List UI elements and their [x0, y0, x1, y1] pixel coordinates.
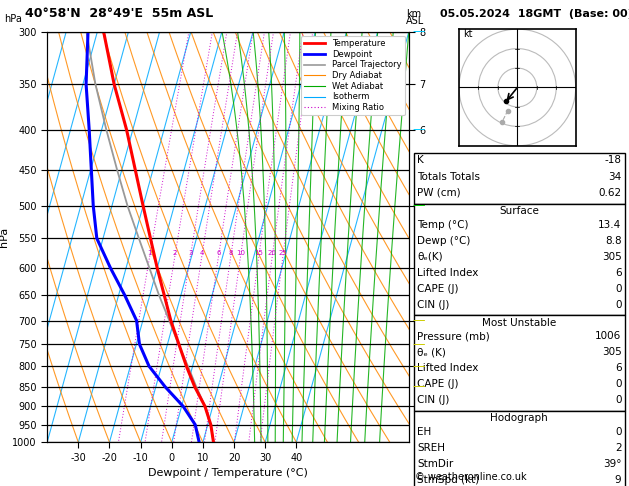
Text: 8.8: 8.8 [605, 236, 621, 246]
Text: 8: 8 [228, 250, 233, 257]
Text: Lifted Index: Lifted Index [417, 363, 479, 373]
Text: © weatheronline.co.uk: © weatheronline.co.uk [415, 472, 526, 482]
Text: 25: 25 [279, 250, 287, 257]
Text: StmSpd (kt): StmSpd (kt) [417, 475, 479, 485]
Text: —: — [412, 123, 425, 136]
Text: 1006: 1006 [595, 331, 621, 341]
Text: 15: 15 [254, 250, 264, 257]
Text: 34: 34 [608, 172, 621, 182]
Legend: Temperature, Dewpoint, Parcel Trajectory, Dry Adiabat, Wet Adiabat, Isotherm, Mi: Temperature, Dewpoint, Parcel Trajectory… [301, 36, 404, 115]
Text: ASL: ASL [406, 17, 424, 26]
Text: 13.4: 13.4 [598, 220, 621, 230]
Y-axis label: hPa: hPa [0, 227, 9, 247]
Text: Pressure (mb): Pressure (mb) [417, 331, 490, 341]
Text: 305: 305 [602, 347, 621, 357]
Text: θₑ(K): θₑ(K) [417, 252, 443, 262]
Text: kt: kt [463, 29, 472, 39]
Text: Hodograph: Hodograph [491, 413, 548, 423]
Text: 6: 6 [615, 363, 621, 373]
Y-axis label: Mixing Ratio (g/kg): Mixing Ratio (g/kg) [426, 191, 437, 283]
Text: 0: 0 [615, 379, 621, 389]
Text: —: — [412, 338, 425, 350]
Text: 20: 20 [268, 250, 277, 257]
Text: Temp (°C): Temp (°C) [417, 220, 469, 230]
Text: 0: 0 [615, 395, 621, 405]
Text: —: — [412, 314, 425, 327]
Text: CIN (J): CIN (J) [417, 395, 449, 405]
Text: 0: 0 [615, 427, 621, 436]
Text: 1: 1 [147, 250, 152, 257]
Text: θₑ (K): θₑ (K) [417, 347, 446, 357]
Text: 0.62: 0.62 [598, 188, 621, 198]
Text: 3: 3 [188, 250, 192, 257]
Text: Most Unstable: Most Unstable [482, 317, 557, 328]
Text: Totals Totals: Totals Totals [417, 172, 480, 182]
Text: 2: 2 [615, 443, 621, 452]
Text: PW (cm): PW (cm) [417, 188, 460, 198]
Text: 0: 0 [615, 284, 621, 294]
Text: —: — [412, 360, 425, 373]
Text: 10: 10 [236, 250, 245, 257]
Text: 0: 0 [615, 300, 621, 310]
Text: —: — [412, 199, 425, 212]
Text: 6: 6 [216, 250, 221, 257]
Text: CIN (J): CIN (J) [417, 300, 449, 310]
Text: hPa: hPa [4, 14, 22, 24]
Text: K: K [417, 156, 424, 166]
Text: EH: EH [417, 427, 431, 436]
Text: km: km [406, 9, 421, 19]
Text: Dewp (°C): Dewp (°C) [417, 236, 470, 246]
X-axis label: Dewpoint / Temperature (°C): Dewpoint / Temperature (°C) [148, 468, 308, 478]
Text: CAPE (J): CAPE (J) [417, 284, 459, 294]
Text: 4: 4 [199, 250, 204, 257]
Text: StmDir: StmDir [417, 459, 454, 469]
Text: Lifted Index: Lifted Index [417, 268, 479, 278]
Text: CAPE (J): CAPE (J) [417, 379, 459, 389]
Text: -18: -18 [604, 156, 621, 166]
Text: SREH: SREH [417, 443, 445, 452]
Text: 9: 9 [615, 475, 621, 485]
Text: —: — [412, 25, 425, 38]
Text: 39°: 39° [603, 459, 621, 469]
Text: 05.05.2024  18GMT  (Base: 00): 05.05.2024 18GMT (Base: 00) [440, 9, 629, 19]
Text: 305: 305 [602, 252, 621, 262]
Text: 6: 6 [615, 268, 621, 278]
Text: Surface: Surface [499, 206, 539, 216]
Text: LCL: LCL [415, 424, 430, 433]
Text: 2: 2 [172, 250, 177, 257]
Text: —: — [412, 381, 425, 393]
Text: 40°58'N  28°49'E  55m ASL: 40°58'N 28°49'E 55m ASL [25, 7, 213, 20]
